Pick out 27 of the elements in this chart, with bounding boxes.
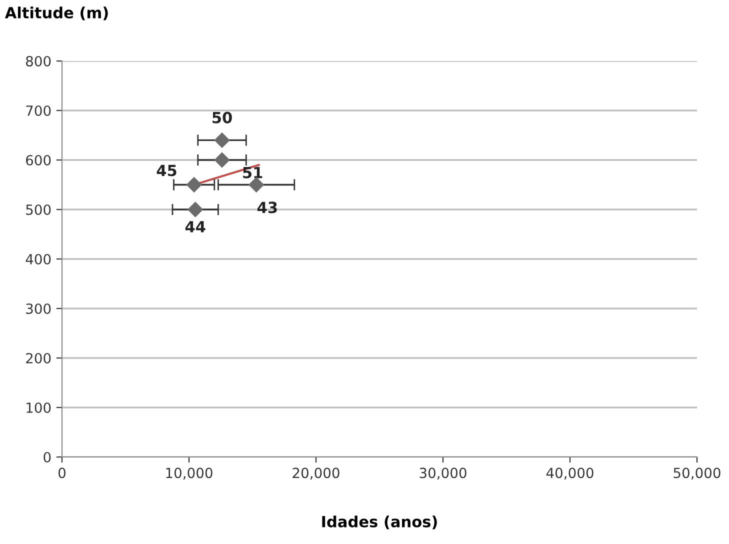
- point: [214, 152, 230, 168]
- x-tick-label: 40,000: [546, 468, 594, 480]
- x-tick-label: 0: [58, 468, 66, 478]
- annotation: 43: [257, 202, 277, 214]
- annotation: 51: [243, 166, 262, 178]
- x-tick-label: 50,000: [674, 468, 720, 480]
- x-tick-label: 10,000: [166, 468, 212, 480]
- y-tick-label: 100: [26, 402, 51, 413]
- y-tick-label: 700: [26, 105, 51, 116]
- annotation: 44: [185, 221, 206, 232]
- point: [248, 177, 264, 192]
- annotation: 45: [156, 164, 176, 176]
- y-tick-label: 600: [26, 154, 51, 166]
- point: [186, 177, 202, 192]
- y-tick-label: 200: [26, 352, 51, 364]
- x-tick-label: 20,000: [292, 468, 340, 480]
- x-tick-label: 30,000: [420, 468, 466, 480]
- y-tick-label: 500: [26, 204, 51, 215]
- annotation: 50: [212, 112, 232, 124]
- x-axis-title: Idades (anos): [322, 516, 437, 530]
- point: [214, 132, 230, 148]
- y-tick-label: 800: [26, 56, 51, 66]
- y-tick-label: 0: [44, 452, 51, 462]
- point: [188, 202, 203, 218]
- y-tick-label: 300: [26, 303, 51, 314]
- y-tick-label: 400: [26, 254, 51, 264]
- y-axis-title: Altitude (m): [4, 6, 108, 20]
